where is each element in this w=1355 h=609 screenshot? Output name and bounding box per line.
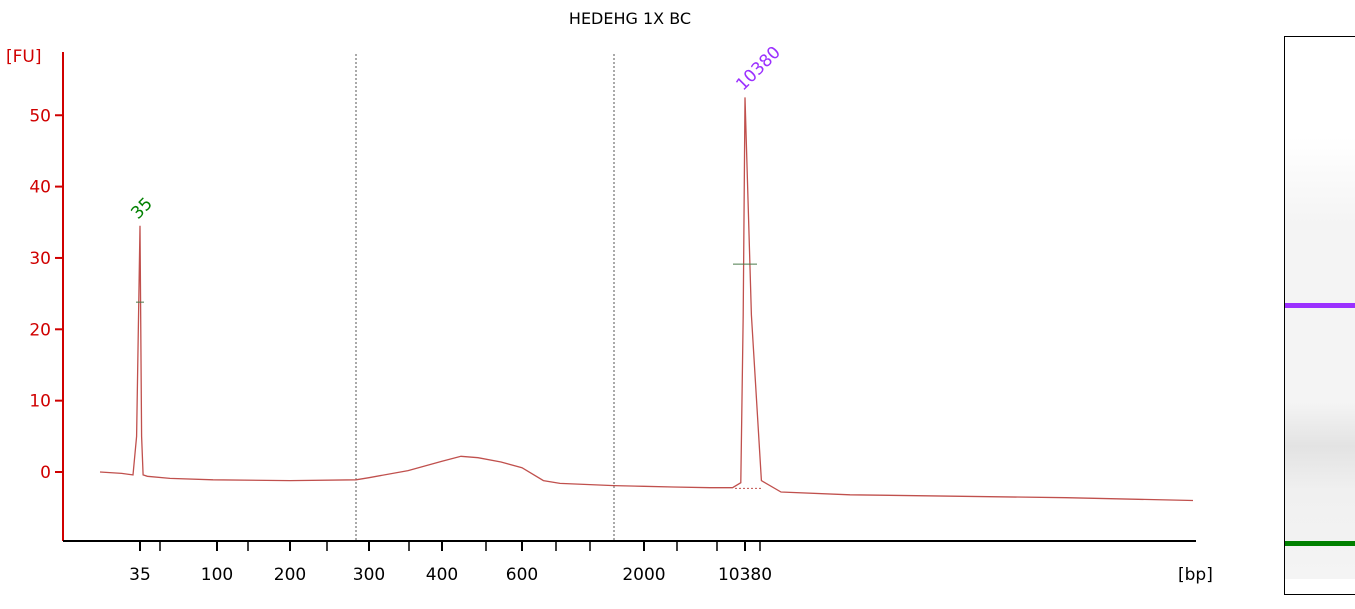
chart-axes [62,52,1196,542]
y-tick-label: 40 [29,178,51,198]
region-markers [355,54,615,541]
x-axis-unit-label: [bp] [1178,565,1213,585]
y-tick-label: 30 [29,249,51,269]
electropherogram-trace [99,97,1194,502]
y-tick-label: 20 [29,320,51,340]
y-tick-label: 10 [29,392,51,412]
x-tick-label: 600 [506,565,538,585]
y-tick-label: 0 [40,463,51,483]
x-axis-ticks: 35 100 200 300 400 600 2000 10380 [129,541,772,585]
x-tick-label: 300 [353,565,385,585]
gel-lane-background [1285,137,1355,579]
gel-image-panel [1284,36,1355,595]
x-tick-label: 10380 [718,565,772,585]
y-axis-unit-label: [FU] [6,47,42,67]
y-tick-label: 50 [29,106,51,126]
gel-band [1285,303,1355,308]
chart-title: HEDEHG 1X BC [569,9,691,28]
x-tick-label: 200 [274,565,306,585]
x-tick-label: 400 [426,565,458,585]
plot-area [99,97,1194,502]
peak-label: 10380 [732,43,784,95]
x-tick-label: 100 [201,565,233,585]
gel-band [1285,541,1355,546]
y-axis-ticks: 0 10 20 30 40 50 [29,106,63,483]
x-tick-label: 2000 [622,565,665,585]
peak-label: 35 [127,194,156,223]
peak-labels: 35 10380 [127,43,785,489]
x-tick-label: 35 [129,565,151,585]
